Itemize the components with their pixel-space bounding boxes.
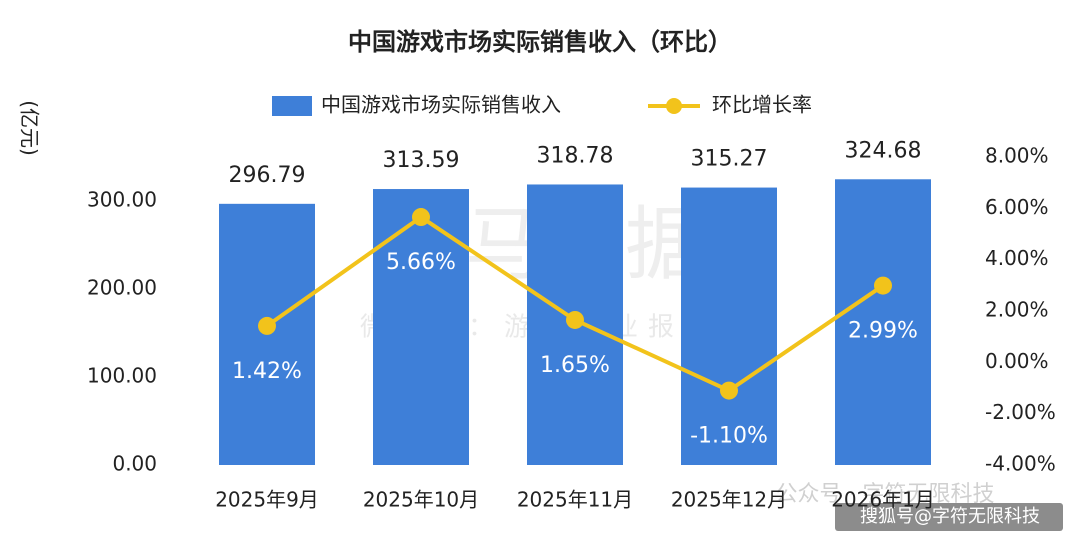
chart-title: 中国游戏市场实际销售收入（环比） [348, 28, 732, 56]
bar [373, 189, 469, 465]
x-tick-label: 2025年12月 [671, 488, 787, 512]
line-point [412, 208, 430, 227]
bar-value-label: 324.68 [845, 138, 922, 163]
watermark: 搜狐号@字符无限科技 [860, 506, 1040, 527]
line-point [720, 381, 738, 400]
y2-tick-label: -4.00% [985, 452, 1056, 476]
y2-tick-label: 0.00% [985, 349, 1049, 373]
line-value-label: 1.42% [232, 359, 302, 384]
line-point [566, 310, 584, 329]
y-axis-label: (亿元) [18, 100, 42, 156]
y-tick-label: 200.00 [87, 276, 157, 300]
y2-tick-label: 2.00% [985, 298, 1049, 322]
x-tick-label: 2025年10月 [363, 488, 479, 512]
legend-swatch [666, 98, 682, 114]
y2-tick-label: -2.00% [985, 400, 1056, 424]
y-tick-label: 300.00 [87, 188, 157, 212]
line-value-label: -1.10% [690, 424, 768, 449]
line-value-label: 2.99% [848, 319, 918, 344]
bar-value-label: 313.59 [383, 148, 460, 173]
y2-tick-label: 6.00% [985, 195, 1049, 219]
bar [835, 179, 931, 465]
legend-label: 环比增长率 [712, 93, 812, 117]
x-tick-label: 2025年11月 [517, 488, 633, 512]
bar-value-label: 318.78 [537, 143, 614, 168]
legend-swatch [272, 96, 312, 116]
x-tick-label: 2026年1月 [831, 488, 935, 512]
y2-tick-label: 8.00% [985, 144, 1049, 168]
y-tick-label: 0.00 [112, 452, 157, 476]
watermark: 公众号 · 字符无限科技 [776, 482, 995, 507]
y2-tick-label: 4.00% [985, 246, 1049, 270]
line-value-label: 1.65% [540, 353, 610, 378]
line-point [258, 316, 276, 335]
line-value-label: 5.66% [386, 250, 456, 275]
x-tick-label: 2025年9月 [215, 488, 319, 512]
legend-label: 中国游戏市场实际销售收入 [321, 93, 561, 117]
watermark-bg [835, 503, 1063, 531]
bar-value-label: 296.79 [229, 163, 306, 188]
line-point [874, 276, 892, 295]
bar-value-label: 315.27 [691, 147, 768, 172]
bar [681, 187, 777, 466]
y-tick-label: 100.00 [87, 364, 157, 388]
